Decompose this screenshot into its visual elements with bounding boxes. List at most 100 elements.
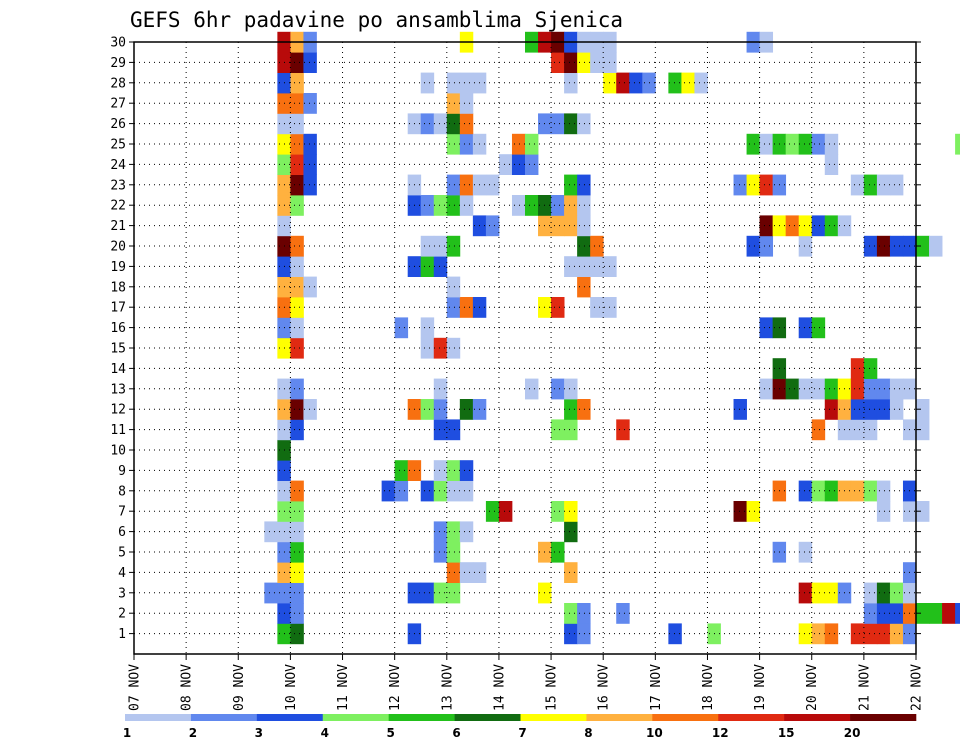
- heatmap-cell: [889, 399, 904, 420]
- heatmap-cell: [564, 603, 578, 624]
- heatmap-cell: [929, 235, 943, 257]
- y-tick-label: 26: [110, 117, 126, 132]
- heatmap-cell: [394, 460, 409, 481]
- heatmap-cell: [459, 113, 474, 135]
- heatmap-cell: [433, 195, 448, 216]
- heatmap-cell: [929, 603, 943, 624]
- heatmap-cell: [733, 501, 747, 522]
- heatmap-cell: [577, 215, 591, 237]
- heatmap-cell: [433, 521, 448, 543]
- heatmap-cell: [798, 133, 813, 155]
- heatmap-cell: [759, 133, 774, 155]
- heatmap-cell: [876, 603, 891, 624]
- heatmap-cell: [551, 419, 565, 441]
- heatmap-cell: [459, 399, 474, 420]
- heatmap-cell: [290, 154, 304, 175]
- heatmap-cell: [889, 623, 904, 645]
- heatmap-cell: [811, 582, 826, 604]
- heatmap-cell: [290, 419, 304, 441]
- heatmap-cell: [798, 582, 813, 604]
- x-tick-label: 16 NOV: [597, 664, 612, 711]
- y-tick-label: 29: [110, 56, 126, 71]
- heatmap-cell: [551, 378, 565, 400]
- heatmap-cell: [746, 501, 760, 522]
- x-tick-label: 19 NOV: [753, 664, 768, 711]
- heatmap-cell: [433, 419, 448, 441]
- heatmap-cell: [863, 582, 878, 604]
- heatmap-cell: [420, 582, 435, 604]
- heatmap-cell: [811, 378, 826, 400]
- heatmap-cell: [420, 113, 435, 135]
- heatmap-cell: [381, 480, 396, 502]
- heatmap-cell: [290, 603, 304, 624]
- heatmap-cell: [551, 52, 565, 73]
- chart-title: GEFS 6hr padavine po ansamblima Sjenica: [130, 8, 623, 32]
- heatmap-cell: [420, 317, 435, 339]
- heatmap-cell: [303, 93, 317, 114]
- heatmap-cell: [759, 215, 774, 237]
- heatmap-cell: [433, 541, 448, 563]
- heatmap-cell: [290, 623, 304, 645]
- heatmap-cell: [551, 501, 565, 522]
- heatmap-cell: [916, 603, 930, 624]
- heatmap-cell: [876, 501, 891, 522]
- heatmap-cell: [303, 276, 317, 298]
- heatmap-cell: [485, 501, 500, 522]
- colorbar-label: 12: [712, 726, 729, 740]
- y-tick-label: 2: [118, 607, 126, 622]
- heatmap-cell: [459, 174, 474, 196]
- heatmap-cell: [290, 399, 304, 420]
- heatmap-cell: [303, 399, 317, 420]
- heatmap-cell: [916, 501, 930, 522]
- colorbar-swatch: [586, 714, 653, 721]
- heatmap-cell: [746, 174, 760, 196]
- heatmap-cell: [850, 378, 865, 400]
- heatmap-cell: [863, 174, 878, 196]
- heatmap-cell: [863, 623, 878, 645]
- heatmap-cell: [577, 623, 591, 645]
- heatmap-cell: [668, 623, 682, 645]
- heatmap-cell: [290, 72, 304, 94]
- y-tick-label: 4: [118, 566, 126, 581]
- heatmap-cell: [824, 582, 839, 604]
- heatmap-cell: [564, 378, 578, 400]
- heatmap-cell: [863, 419, 878, 441]
- colorbar-swatch: [256, 714, 324, 721]
- heatmap-cell: [876, 623, 891, 645]
- heatmap-cell: [459, 480, 474, 502]
- colorbar-swatch: [322, 714, 389, 721]
- heatmap-cell: [564, 72, 578, 94]
- heatmap-cell: [485, 215, 500, 237]
- heatmap-cell: [629, 72, 643, 94]
- heatmap-cell: [290, 133, 304, 155]
- x-tick-label: 09 NOV: [232, 664, 247, 711]
- heatmap-cell: [616, 72, 630, 94]
- heatmap-cell: [916, 235, 930, 257]
- y-tick-label: 12: [110, 403, 126, 418]
- y-tick-label: 6: [118, 525, 126, 540]
- heatmap-cell: [551, 297, 565, 318]
- heatmap-cell: [759, 235, 774, 257]
- heatmap-cell: [577, 603, 591, 624]
- heatmap-cell: [446, 419, 461, 441]
- x-tick-label: 10 NOV: [284, 664, 299, 711]
- heatmap-cell: [420, 337, 435, 359]
- heatmap-cell: [798, 480, 813, 502]
- heatmap-cell: [590, 52, 604, 73]
- x-tick-label: 11 NOV: [336, 664, 351, 711]
- colorbar-label: 7: [518, 726, 526, 740]
- heatmap-cell: [811, 480, 826, 502]
- heatmap-cell: [577, 113, 591, 135]
- colorbar-label: 15: [778, 726, 795, 740]
- heatmap-cell: [420, 235, 435, 257]
- heatmap-cell: [290, 276, 304, 298]
- heatmap-cell: [889, 603, 904, 624]
- heatmap-cell: [733, 399, 747, 420]
- y-tick-label: 5: [118, 546, 126, 561]
- heatmap-cell: [290, 52, 304, 73]
- heatmap-cell: [876, 399, 891, 420]
- y-tick-label: 30: [110, 36, 126, 51]
- x-tick-label: 07 NOV: [128, 664, 143, 711]
- heatmap-cell: [290, 337, 304, 359]
- heatmap-cell: [916, 399, 930, 420]
